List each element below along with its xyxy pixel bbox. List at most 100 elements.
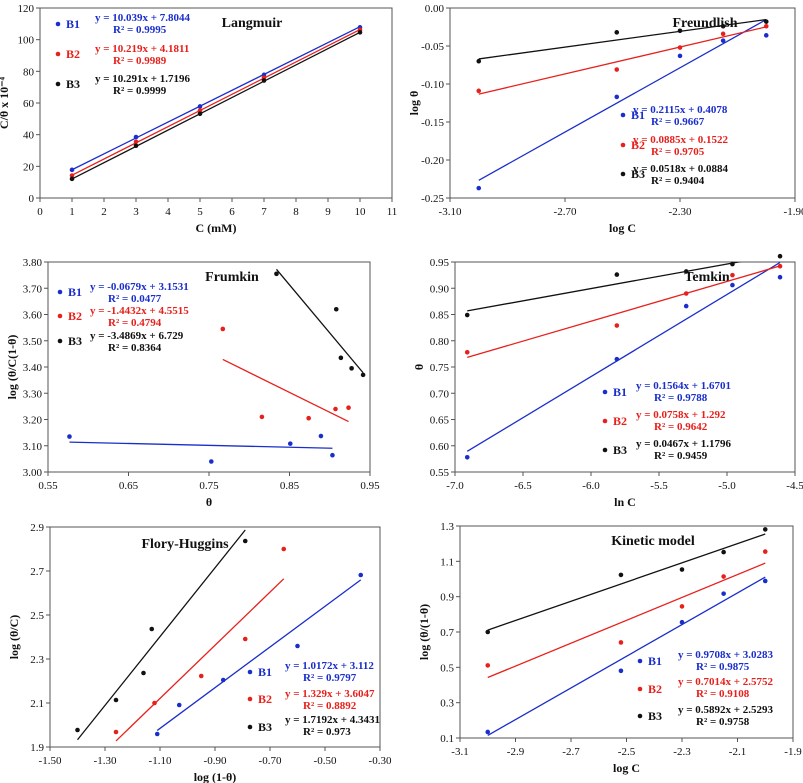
fit-line-b2: [487, 562, 766, 679]
x-tick-label: -0.50: [314, 755, 337, 767]
r-squared: R² = 0.8364: [108, 342, 162, 354]
x-tick-label: -2.3: [673, 746, 691, 758]
fit-line-b2: [222, 358, 349, 423]
data-point-b1: [318, 433, 324, 439]
x-axis-label: C (mM): [196, 221, 237, 235]
y-tick-label: 3.50: [23, 336, 43, 348]
x-tick-label: -2.1: [729, 746, 746, 758]
data-point-b1: [330, 452, 335, 458]
fit-equation: y = -0.0679x + 3.1531: [90, 281, 189, 293]
x-tick-label: -6.5: [514, 480, 532, 492]
y-tick-label: 0.90: [430, 283, 450, 295]
legend-label-b3: B3: [648, 709, 662, 723]
data-point-b3: [274, 271, 279, 277]
data-point-b1: [464, 455, 470, 460]
y-tick-label: 0.00: [425, 3, 445, 15]
data-point-b1: [720, 38, 726, 43]
legend-marker-b2: [55, 51, 61, 57]
y-tick-label: 1.3: [440, 521, 454, 533]
data-point-b1: [485, 729, 491, 735]
r-squared: R² = 0.9108: [696, 688, 750, 700]
chart-panel-5: -1.50 -1.30 -1.10 -0.90 -0.70 -0.50 -0.30 1.9 2.…: [7, 522, 392, 783]
data-point-b2: [133, 139, 139, 145]
chart-panel-4: -7.0 -6.5 -6.0 -5.5 -5.0 -4.5 0.55 0.60 0.65 0.70…: [412, 253, 803, 509]
chart-panel-3: 0.55 0.65 0.75 0.85 0.95 3.00 3.10 3.20 3.30 3.40…: [5, 257, 380, 509]
fit-line-b3: [76, 529, 246, 741]
fit-equation: y = 10.219x + 4.1811: [95, 43, 189, 55]
legend-marker-b2: [602, 418, 608, 424]
data-point-b3: [677, 28, 683, 34]
data-point-b1: [197, 104, 203, 109]
data-point-b2: [259, 414, 265, 420]
data-point-b2: [333, 406, 338, 412]
legend-label-b1: B1: [631, 108, 645, 122]
data-point-b1: [721, 591, 726, 596]
data-point-b3: [149, 626, 155, 632]
y-tick-label: 80: [23, 66, 35, 78]
plot-area: [449, 7, 796, 199]
data-point-b1: [476, 185, 482, 191]
x-tick-label: 0.95: [360, 480, 380, 492]
data-point-b1: [679, 619, 685, 625]
data-point-b3: [360, 372, 366, 378]
y-tick-label: 0.9: [440, 592, 454, 604]
chart-title: Frumkin: [205, 270, 259, 285]
x-tick-label: 4: [165, 206, 171, 218]
x-axis-label: log (1-θ): [194, 770, 237, 783]
x-tick-label: 5: [197, 206, 203, 218]
legend-marker-b3: [57, 338, 63, 344]
y-tick-label: 3.30: [23, 388, 43, 400]
fit-equation: y = 0.0467x + 1.1796: [636, 438, 732, 450]
legend-label-b1: B1: [66, 17, 80, 31]
r-squared: R² = 0.9995: [113, 24, 167, 36]
fit-equation: y = 0.2115x + 0.4078: [633, 104, 728, 116]
data-point-b2: [198, 673, 204, 679]
y-tick-label: 2.5: [30, 610, 44, 622]
fit-line-b1: [487, 576, 766, 736]
legend-marker-b2: [620, 142, 626, 148]
x-tick-label: 3: [133, 206, 139, 218]
data-point-b2: [721, 574, 726, 579]
data-point-b1: [677, 53, 683, 59]
legend-label-b3: B3: [66, 77, 80, 91]
data-point-b1: [777, 274, 783, 280]
data-point-b1: [209, 459, 214, 464]
data-point-b3: [485, 629, 491, 635]
fit-line-b3: [487, 533, 766, 631]
data-point-b1: [618, 668, 624, 674]
data-point-b1: [763, 33, 769, 38]
data-point-b3: [113, 697, 119, 703]
data-point-b3: [349, 366, 354, 371]
legend-label-b3: B3: [631, 167, 645, 181]
y-tick-label: 40: [23, 130, 35, 142]
data-point-b1: [614, 94, 620, 100]
x-tick-label: 0: [37, 206, 43, 218]
fit-equation: y = 0.9708x + 3.0283: [678, 649, 774, 661]
x-tick-label: -5.0: [718, 480, 736, 492]
x-tick-label: 0.55: [38, 480, 58, 492]
fit-line-b2: [478, 26, 767, 95]
fit-line-b2: [71, 28, 361, 176]
data-point-b3: [614, 30, 620, 35]
data-point-b3: [762, 527, 768, 532]
data-point-b2: [197, 108, 203, 113]
data-point-b3: [133, 143, 139, 149]
legend-marker-b1: [55, 21, 61, 27]
data-point-b1: [295, 643, 300, 649]
legend-label-b2: B2: [613, 414, 627, 428]
chart-title: Temkin: [684, 270, 730, 285]
x-axis-label: θ: [206, 495, 212, 509]
data-point-b2: [346, 405, 351, 410]
y-tick-label: 3.40: [23, 362, 43, 374]
y-tick-label: 0.7: [440, 627, 454, 639]
legend-label-b2: B2: [631, 138, 645, 152]
legend-label-b3: B3: [258, 720, 272, 734]
